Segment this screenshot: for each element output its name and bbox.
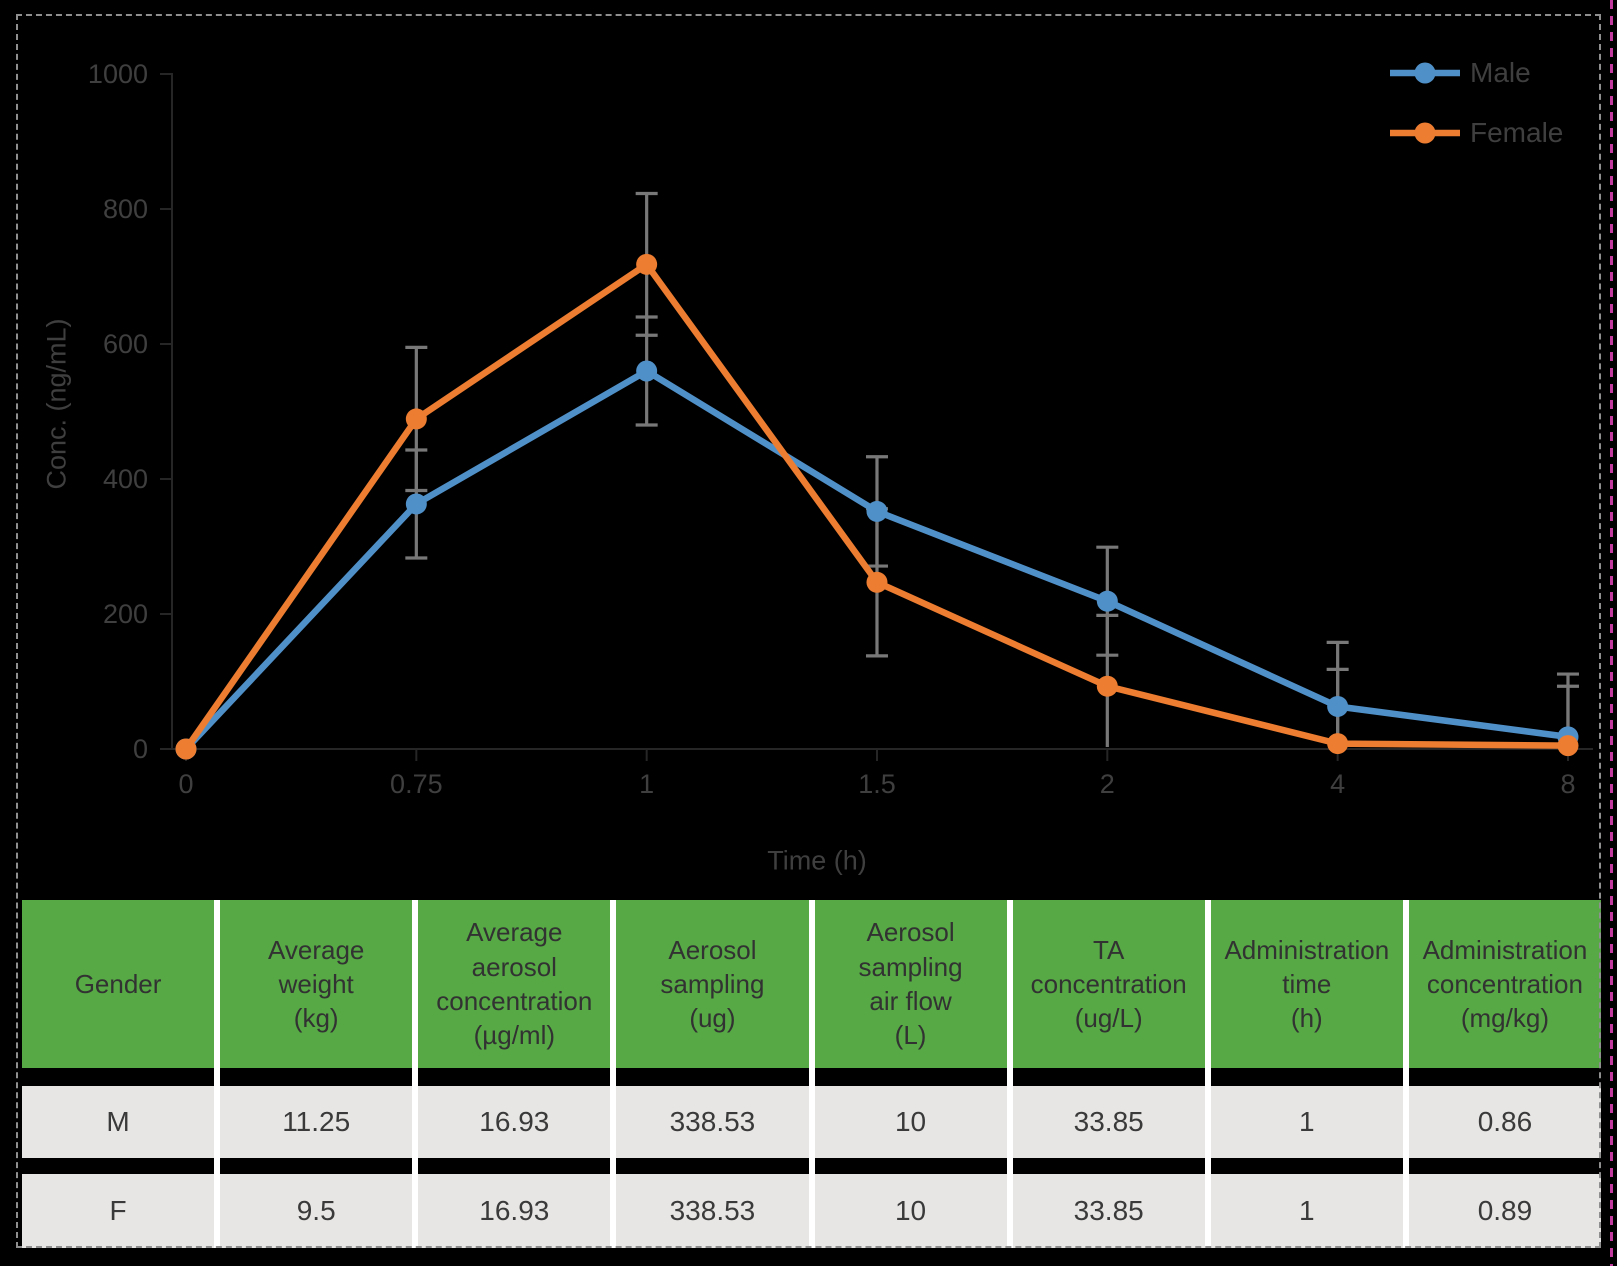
table-row-gap	[418, 1068, 611, 1086]
x-tick-label: 2	[1100, 769, 1115, 799]
legend-entry-male: Male	[1388, 50, 1563, 96]
table-row-gap	[1210, 1068, 1403, 1086]
table-header-cell: Aerosol sampling (ug)	[616, 900, 809, 1068]
y-tick-label: 200	[103, 599, 148, 629]
male-data-point	[405, 493, 427, 515]
table-cell-male-row: 0.86	[1408, 1086, 1601, 1158]
table-row-gap	[1210, 1158, 1403, 1174]
female-data-point	[636, 253, 658, 275]
x-tick-label: 1	[639, 769, 654, 799]
male-data-point	[636, 360, 658, 382]
table-header-cell: Aerosol sampling air flow (L)	[814, 900, 1007, 1068]
parameters-table: Gender Average weight (kg) Average aerosol…	[22, 900, 1601, 1248]
y-tick-label: 800	[103, 194, 148, 224]
female-data-point	[866, 571, 888, 593]
male-data-point	[866, 500, 888, 522]
error-bars-male	[405, 315, 1579, 747]
table-header-cell: Average aerosol concentration (µg/ml)	[418, 900, 611, 1068]
table-header-cell: Administration concentration (mg/kg)	[1408, 900, 1601, 1068]
table-row-gap	[22, 1158, 215, 1174]
table-cell-female-row: 1	[1210, 1174, 1403, 1248]
male-data-point	[1096, 590, 1118, 612]
x-axis-title: Time (h)	[767, 845, 867, 876]
table-row-gap	[220, 1158, 413, 1174]
table-header-cell: Average weight (kg)	[220, 900, 413, 1068]
y-tick-label: 1000	[88, 59, 148, 89]
table-cell-male-row: 16.93	[418, 1086, 611, 1158]
table-row-gap	[616, 1068, 809, 1086]
male-series-swatch-icon	[1390, 62, 1460, 84]
table-header-cell: Gender	[22, 900, 215, 1068]
female-data-point	[1557, 735, 1579, 757]
table-cell-male-row: 33.85	[1012, 1086, 1205, 1158]
male-data-point	[1327, 695, 1349, 717]
x-tick-label: 0	[178, 769, 193, 799]
table-cell-female-row: 338.53	[616, 1174, 809, 1248]
female-series-swatch-icon	[1390, 122, 1460, 144]
table-cell-female-row: 10	[814, 1174, 1007, 1248]
legend-label-male: Male	[1470, 57, 1531, 88]
y-tick-label: 600	[103, 329, 148, 359]
table-row-gap	[1408, 1158, 1601, 1174]
female-data-point	[405, 408, 427, 430]
table-cell-female-row: 9.5	[220, 1174, 413, 1248]
table-row-gap	[814, 1068, 1007, 1086]
x-tick-label: 0.75	[390, 769, 443, 799]
table-row-gap	[1012, 1158, 1205, 1174]
legend-entry-female: Female	[1388, 110, 1563, 156]
table-row-gap	[220, 1068, 413, 1086]
table-row-gap	[22, 1068, 215, 1086]
table-cell-female-row: 0.89	[1408, 1174, 1601, 1248]
table-cell-female-row: 16.93	[418, 1174, 611, 1248]
x-tick-label: 1.5	[858, 769, 896, 799]
table-cell-male-row: 338.53	[616, 1086, 809, 1158]
table-row-gap	[418, 1158, 611, 1174]
female-data-point	[1096, 675, 1118, 697]
y-axis: 0 200 400 600 800 1000	[88, 59, 173, 764]
concentration-line-chart: 0 200 400 600 800 1000 0 0.75 1 1.5 2 4 8	[88, 59, 1593, 799]
chart-legend: Male Female	[1388, 50, 1563, 156]
female-series	[175, 253, 1579, 760]
table-row-gap	[1012, 1068, 1205, 1086]
female-data-point	[175, 738, 197, 760]
table-cell-female-row: F	[22, 1174, 215, 1248]
table-cell-male-row: 11.25	[220, 1086, 413, 1158]
x-axis: 0 0.75 1 1.5 2 4 8	[171, 748, 1593, 799]
legend-label-female: Female	[1470, 117, 1564, 148]
y-axis-title: Conc. (ng/mL)	[41, 318, 72, 490]
table-cell-male-row: 10	[814, 1086, 1007, 1158]
error-bars-female	[405, 191, 1579, 747]
table-header-cell: Administration time (h)	[1210, 900, 1403, 1068]
table-row-gap	[1408, 1068, 1601, 1086]
table-header-cell: TA concentration (ug/L)	[1012, 900, 1205, 1068]
x-tick-label: 4	[1330, 769, 1345, 799]
x-tick-label: 8	[1560, 769, 1575, 799]
y-tick-label: 0	[133, 734, 148, 764]
female-data-point	[1327, 733, 1349, 755]
table-row-gap	[814, 1158, 1007, 1174]
table-row-gap	[616, 1158, 809, 1174]
table-cell-male-row: M	[22, 1086, 215, 1158]
table-cell-female-row: 33.85	[1012, 1174, 1205, 1248]
table-cell-male-row: 1	[1210, 1086, 1403, 1158]
y-tick-label: 400	[103, 464, 148, 494]
